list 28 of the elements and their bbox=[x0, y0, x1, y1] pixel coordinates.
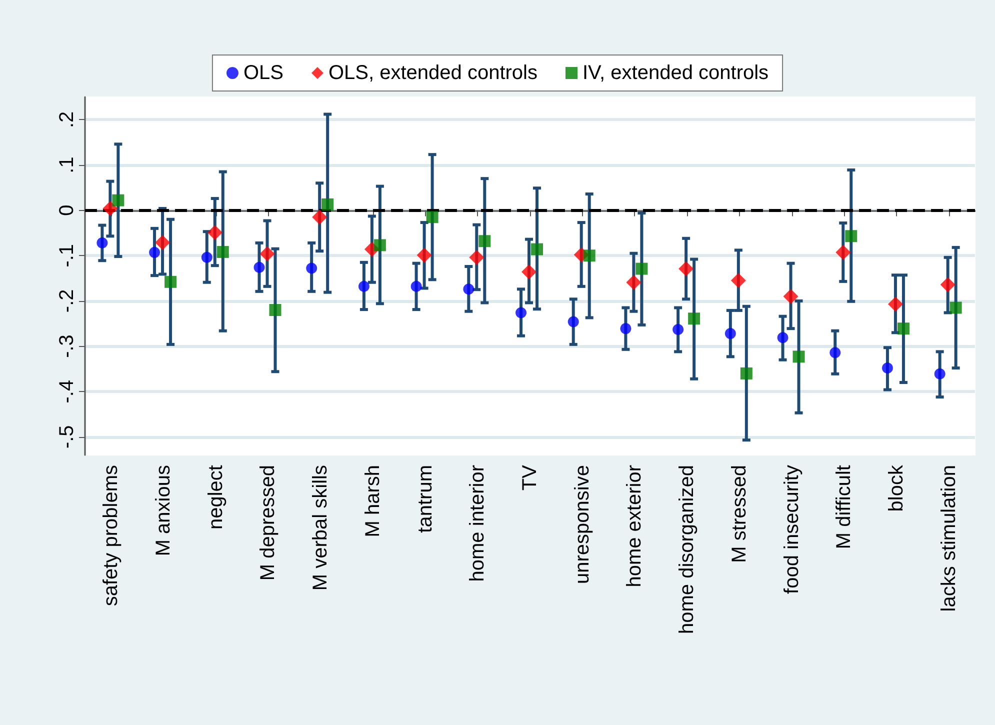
x-tick-label: home interior bbox=[466, 464, 489, 582]
x-tick-label: home disorganized bbox=[676, 465, 698, 634]
y-tick-label: -.2 bbox=[56, 289, 78, 313]
x-tick-label: M difficult bbox=[833, 464, 856, 550]
x-tick-label: safety problems bbox=[100, 465, 122, 606]
y-tick-label: -.3 bbox=[56, 334, 78, 358]
y-tick-label: .1 bbox=[56, 156, 78, 174]
x-tick-label: M harsh bbox=[362, 465, 384, 538]
x-tick-label: block bbox=[885, 464, 908, 512]
x-tick-label: home exterior bbox=[624, 464, 646, 588]
x-tick-label: lacks stimulation bbox=[938, 465, 960, 612]
x-tick-label: food insecurity bbox=[780, 465, 803, 594]
y-tick-label: 0 bbox=[56, 204, 78, 216]
legend-label: OLS bbox=[243, 62, 284, 84]
y-tick-label: -.5 bbox=[56, 425, 78, 449]
x-tick-label: M stressed bbox=[728, 465, 750, 563]
x-tick-label: TV bbox=[519, 464, 541, 491]
x-tick-label: M verbal skills bbox=[310, 465, 332, 591]
x-tick-label: neglect bbox=[204, 464, 227, 530]
x-tick-label: tantrum bbox=[414, 465, 436, 533]
x-tick-label: unresponsive bbox=[571, 465, 594, 584]
y-tick-label: -.1 bbox=[56, 244, 78, 268]
legend-label: OLS, extended controls bbox=[328, 62, 538, 84]
legend-label: IV, extended controls bbox=[582, 62, 769, 84]
y-tick-label: .2 bbox=[56, 111, 78, 128]
y-tick-label: -.4 bbox=[56, 380, 78, 404]
x-tick-label: M anxious bbox=[152, 465, 175, 556]
x-tick-label: M depressed bbox=[257, 465, 280, 581]
